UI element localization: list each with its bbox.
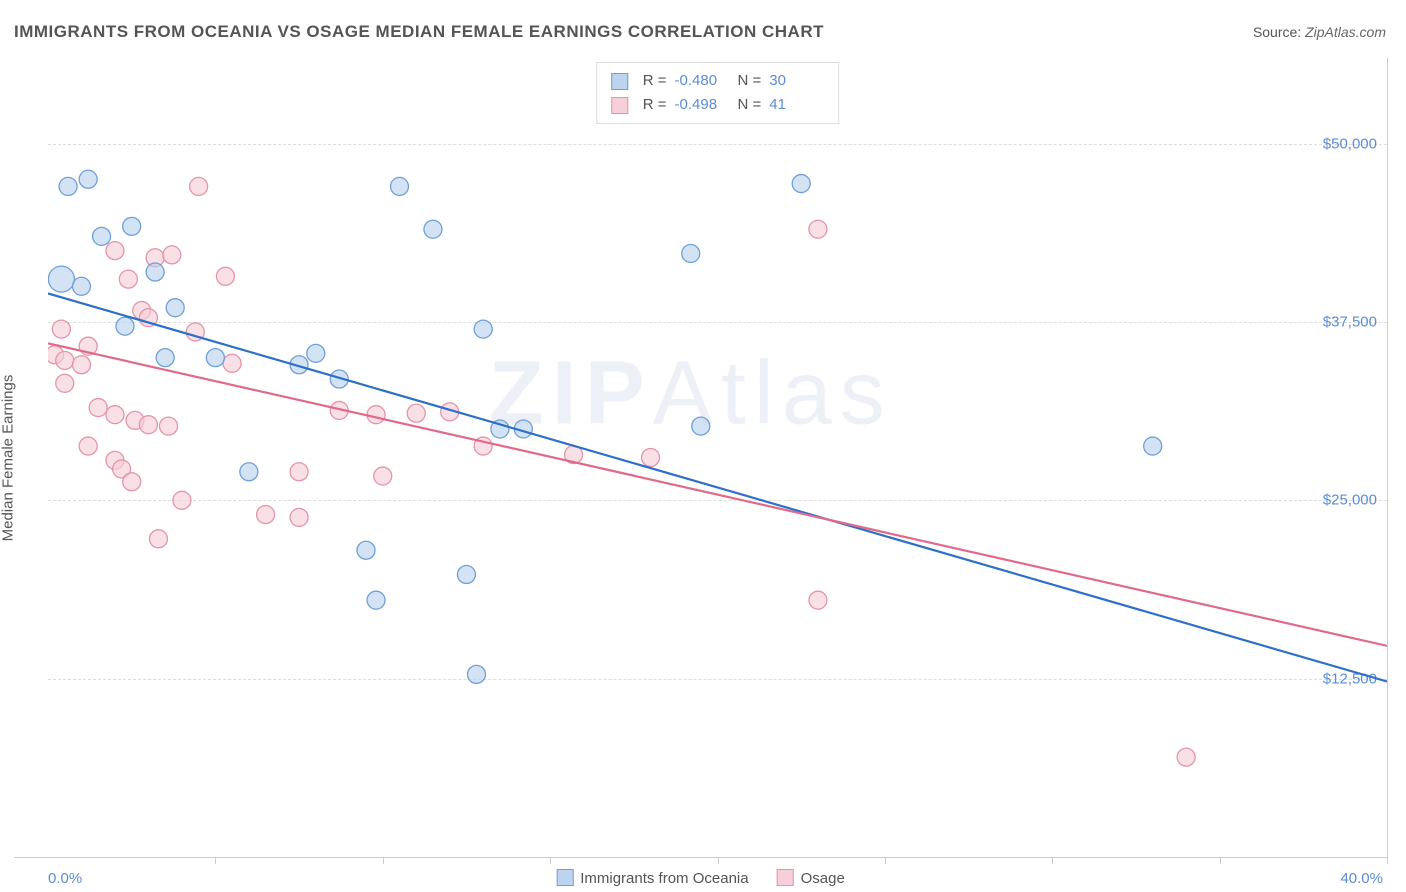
x-tick bbox=[885, 857, 886, 864]
plot-area: ZIPAtlas R = -0.480 N = 30 R = -0.498 N … bbox=[48, 58, 1387, 857]
data-point bbox=[792, 175, 810, 193]
source-label: Source: bbox=[1253, 24, 1305, 40]
x-max-label: 40.0% bbox=[1340, 870, 1383, 887]
data-point bbox=[467, 665, 485, 683]
data-point bbox=[173, 491, 191, 509]
series-legend: Immigrants from Oceania Osage bbox=[556, 869, 845, 887]
legend-label-osage: Osage bbox=[801, 870, 845, 887]
x-tick bbox=[718, 857, 719, 864]
legend-row-oceania: R = -0.480 N = 30 bbox=[611, 69, 825, 93]
data-point bbox=[160, 417, 178, 435]
data-point bbox=[407, 404, 425, 422]
data-point bbox=[290, 508, 308, 526]
data-point bbox=[1177, 748, 1195, 766]
swatch-oceania-icon bbox=[556, 869, 573, 886]
y-axis-label: Median Female Earnings bbox=[0, 374, 17, 541]
data-point bbox=[166, 299, 184, 317]
data-point bbox=[72, 277, 90, 295]
data-point bbox=[93, 227, 111, 245]
swatch-oceania-icon bbox=[611, 73, 628, 90]
data-point bbox=[424, 220, 442, 238]
data-point bbox=[809, 220, 827, 238]
data-point bbox=[48, 266, 74, 292]
data-point bbox=[163, 246, 181, 264]
chart-title: IMMIGRANTS FROM OCEANIA VS OSAGE MEDIAN … bbox=[14, 22, 824, 42]
data-point bbox=[156, 349, 174, 367]
data-point bbox=[307, 344, 325, 362]
data-point bbox=[52, 320, 70, 338]
source-value: ZipAtlas.com bbox=[1305, 24, 1386, 40]
x-tick bbox=[550, 857, 551, 864]
x-tick bbox=[215, 857, 216, 864]
data-point bbox=[79, 437, 97, 455]
x-tick bbox=[1052, 857, 1053, 864]
x-tick bbox=[383, 857, 384, 864]
data-point bbox=[59, 177, 77, 195]
data-point bbox=[149, 530, 167, 548]
data-point bbox=[374, 467, 392, 485]
data-point bbox=[56, 351, 74, 369]
data-point bbox=[119, 270, 137, 288]
data-point bbox=[457, 565, 475, 583]
n-value-oceania: 30 bbox=[769, 69, 824, 93]
data-point bbox=[56, 374, 74, 392]
data-point bbox=[474, 320, 492, 338]
data-point bbox=[642, 449, 660, 467]
x-min-label: 0.0% bbox=[48, 870, 82, 887]
r-label: R = bbox=[643, 69, 667, 93]
data-point bbox=[367, 591, 385, 609]
data-point bbox=[116, 317, 134, 335]
chart-container: Median Female Earnings ZIPAtlas R = -0.4… bbox=[14, 58, 1388, 858]
data-point bbox=[190, 177, 208, 195]
data-point bbox=[257, 506, 275, 524]
r-value-oceania: -0.480 bbox=[675, 69, 730, 93]
data-point bbox=[123, 473, 141, 491]
data-point bbox=[682, 244, 700, 262]
data-point bbox=[809, 591, 827, 609]
legend-label-oceania: Immigrants from Oceania bbox=[580, 870, 748, 887]
data-point bbox=[290, 463, 308, 481]
source-attribution: Source: ZipAtlas.com bbox=[1253, 24, 1386, 40]
data-point bbox=[692, 417, 710, 435]
data-point bbox=[139, 416, 157, 434]
r-value-osage: -0.498 bbox=[675, 93, 730, 117]
data-point bbox=[216, 267, 234, 285]
x-tick bbox=[1220, 857, 1221, 864]
data-point bbox=[206, 349, 224, 367]
data-point bbox=[357, 541, 375, 559]
n-label: N = bbox=[738, 69, 762, 93]
correlation-legend: R = -0.480 N = 30 R = -0.498 N = 41 bbox=[596, 62, 840, 124]
data-point bbox=[106, 242, 124, 260]
r-label: R = bbox=[643, 93, 667, 117]
swatch-osage-icon bbox=[611, 97, 628, 114]
data-point bbox=[223, 354, 241, 372]
x-tick bbox=[1387, 857, 1388, 864]
data-point bbox=[1144, 437, 1162, 455]
data-point bbox=[146, 263, 164, 281]
n-label: N = bbox=[738, 93, 762, 117]
scatter-svg bbox=[48, 58, 1387, 857]
trend-line bbox=[48, 343, 1387, 645]
legend-item-oceania: Immigrants from Oceania bbox=[556, 869, 748, 887]
data-point bbox=[367, 406, 385, 424]
data-point bbox=[79, 170, 97, 188]
data-point bbox=[240, 463, 258, 481]
data-point bbox=[390, 177, 408, 195]
n-value-osage: 41 bbox=[769, 93, 824, 117]
data-point bbox=[72, 356, 90, 374]
swatch-osage-icon bbox=[777, 869, 794, 886]
legend-item-osage: Osage bbox=[777, 869, 845, 887]
legend-row-osage: R = -0.498 N = 41 bbox=[611, 93, 825, 117]
data-point bbox=[106, 406, 124, 424]
data-point bbox=[89, 399, 107, 417]
trend-line bbox=[48, 293, 1387, 681]
data-point bbox=[123, 217, 141, 235]
